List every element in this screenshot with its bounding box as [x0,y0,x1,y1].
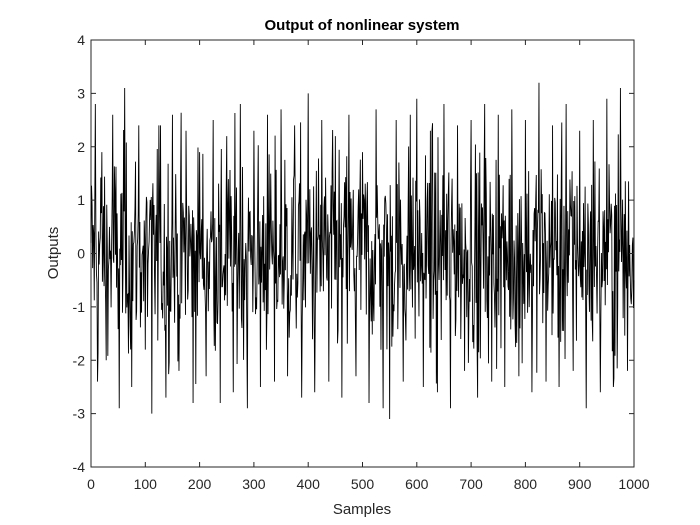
x-tick-label: 500 [351,476,375,492]
x-tick-label: 1000 [618,476,649,492]
x-tick-label: 600 [405,476,429,492]
x-axis: 0 100 200 300 400 500 600 700 800 900 1000 [87,40,650,492]
y-tick-label: 2 [77,139,85,155]
y-tick-label: -2 [73,352,86,368]
x-tick-label: 900 [568,476,592,492]
y-tick-label: -4 [73,459,86,475]
y-tick-label: 3 [77,85,85,101]
chart-title: Output of nonlinear system [264,17,459,34]
y-axis-title: Outputs [45,227,62,280]
x-tick-label: 700 [459,476,483,492]
y-tick-label: 0 [77,246,85,262]
y-tick-label: 4 [77,32,85,48]
x-tick-label: 400 [297,476,321,492]
y-axis: -4 -3 -2 -1 0 1 2 3 4 [73,32,634,475]
series-line [90,82,635,419]
y-tick-label: 1 [77,192,85,208]
x-tick-label: 800 [514,476,538,492]
y-tick-label: -3 [73,406,86,422]
x-tick-label: 0 [87,476,95,492]
plot-area [90,39,635,468]
x-tick-label: 300 [242,476,266,492]
x-tick-label: 200 [188,476,212,492]
x-axis-title: Samples [333,501,391,518]
y-tick-label: -1 [73,299,86,315]
x-tick-label: 100 [134,476,158,492]
